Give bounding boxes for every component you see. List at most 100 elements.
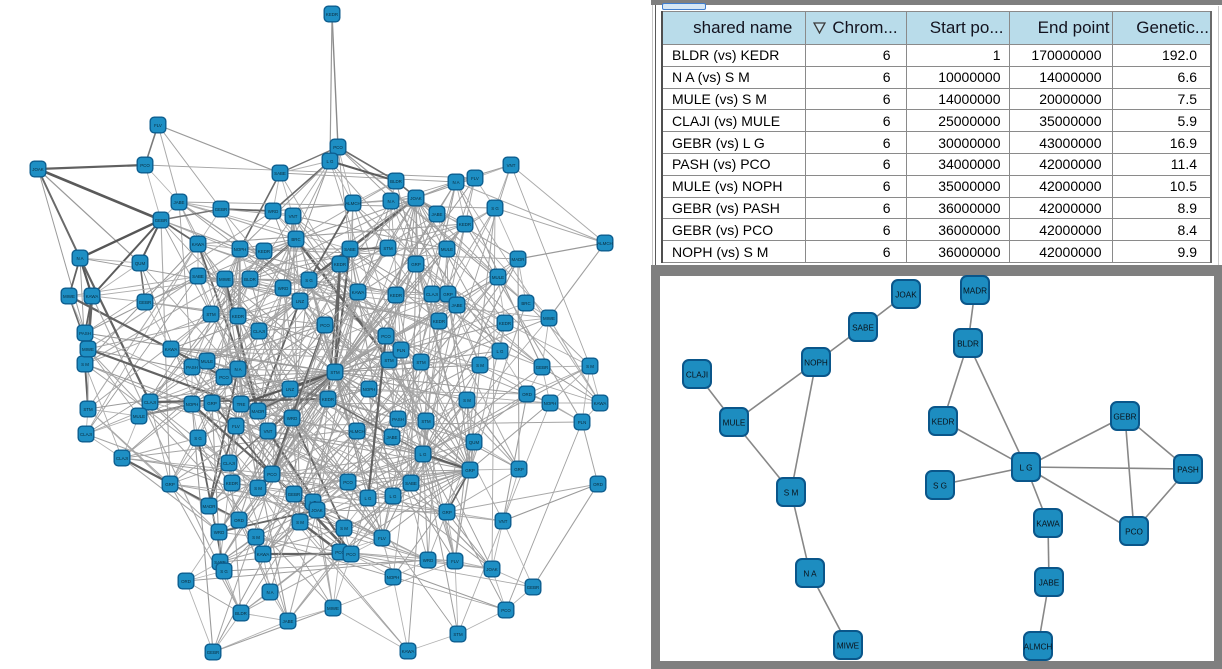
svg-text:KEDR: KEDR — [499, 321, 511, 326]
svg-text:MULE: MULE — [723, 419, 746, 428]
svg-text:STM: STM — [83, 407, 93, 412]
svg-text:ORD: ORD — [522, 392, 532, 397]
svg-text:GRP: GRP — [465, 468, 475, 473]
svg-text:VNT: VNT — [507, 163, 516, 168]
svg-text:N A: N A — [234, 367, 241, 372]
svg-text:PCO: PCO — [267, 472, 277, 477]
svg-text:JOAK: JOAK — [311, 508, 323, 513]
svg-text:STM: STM — [383, 246, 393, 251]
svg-text:GRP: GRP — [443, 292, 453, 297]
svg-text:MIWE: MIWE — [82, 347, 94, 352]
svg-text:WRD: WRD — [268, 209, 279, 214]
svg-text:JOAK: JOAK — [895, 291, 917, 300]
svg-text:PCO: PCO — [335, 550, 345, 555]
svg-text:GEBR: GEBR — [1113, 413, 1136, 422]
svg-text:KEDR: KEDR — [390, 293, 402, 298]
svg-text:PCO: PCO — [1125, 528, 1143, 537]
svg-text:STM: STM — [384, 358, 394, 363]
svg-text:ALMCH: ALMCH — [1024, 643, 1053, 652]
svg-text:BLDR: BLDR — [957, 340, 979, 349]
svg-text:ALMCH: ALMCH — [349, 429, 364, 434]
svg-text:GEBR: GEBR — [215, 207, 227, 212]
svg-text:N A: N A — [266, 590, 273, 595]
svg-text:JABE: JABE — [387, 435, 398, 440]
svg-text:STM: STM — [416, 360, 426, 365]
svg-text:NOPH: NOPH — [186, 402, 199, 407]
svg-text:L G: L G — [327, 159, 334, 164]
svg-text:S M: S M — [784, 489, 799, 498]
svg-text:BLDR: BLDR — [390, 179, 402, 184]
svg-text:PLN: PLN — [578, 420, 587, 425]
svg-text:KEDR: KEDR — [433, 319, 445, 324]
svg-text:S M: S M — [252, 535, 260, 540]
svg-text:N A: N A — [76, 256, 83, 261]
svg-text:S G: S G — [933, 482, 947, 491]
svg-text:KAWA: KAWA — [352, 290, 365, 295]
svg-text:JOAK: JOAK — [486, 567, 498, 572]
svg-text:PCO: PCO — [219, 375, 229, 380]
svg-text:GEBR: GEBR — [527, 585, 539, 590]
svg-text:JABE: JABE — [432, 212, 443, 217]
svg-text:FLV: FLV — [378, 536, 386, 541]
svg-text:CLAJI: CLAJI — [686, 371, 708, 380]
svg-text:VNT: VNT — [499, 519, 508, 524]
svg-text:VNT: VNT — [264, 429, 273, 434]
svg-text:MADR: MADR — [252, 409, 265, 414]
svg-text:KAWA: KAWA — [165, 347, 178, 352]
svg-text:N A: N A — [452, 180, 459, 185]
svg-text:S G: S G — [305, 278, 313, 283]
svg-text:S M: S M — [340, 526, 348, 531]
svg-text:CLAJI: CLAJI — [426, 292, 438, 297]
svg-text:ORD: ORD — [181, 579, 191, 584]
svg-text:VNT: VNT — [289, 214, 298, 219]
svg-text:S M: S M — [463, 398, 471, 403]
svg-text:KEDR: KEDR — [326, 12, 338, 17]
svg-text:SABE: SABE — [274, 171, 286, 176]
svg-text:MIWE: MIWE — [327, 606, 339, 611]
svg-text:PCO: PCO — [381, 334, 391, 339]
svg-text:KAWA: KAWA — [594, 401, 607, 406]
svg-text:L G: L G — [1020, 464, 1033, 473]
svg-text:SABE: SABE — [214, 560, 226, 565]
svg-text:ORD: ORD — [234, 518, 244, 523]
svg-text:PASH: PASH — [79, 331, 91, 336]
svg-text:MIWE: MIWE — [837, 642, 860, 651]
svg-text:WRD: WRD — [287, 416, 298, 421]
svg-text:QUM: QUM — [469, 440, 480, 445]
svg-text:WRD: WRD — [214, 530, 225, 535]
svg-text:MADR: MADR — [203, 504, 216, 509]
svg-text:PASH: PASH — [186, 365, 198, 370]
svg-text:QUM: QUM — [135, 261, 146, 266]
svg-text:STM: STM — [421, 419, 431, 424]
svg-text:GEBR: GEBR — [288, 492, 300, 497]
svg-text:L G: L G — [420, 452, 427, 457]
svg-text:ORD: ORD — [593, 482, 603, 487]
svg-text:WRD: WRD — [278, 286, 289, 291]
svg-text:SABE: SABE — [344, 247, 356, 252]
svg-text:MIWE: MIWE — [543, 316, 555, 321]
svg-text:LNZ: LNZ — [286, 387, 295, 392]
svg-text:NOPH: NOPH — [387, 575, 400, 580]
svg-text:ALMCH: ALMCH — [345, 201, 360, 206]
svg-text:KAWA: KAWA — [402, 649, 415, 654]
svg-text:S G: S G — [194, 436, 202, 441]
svg-text:S G: S G — [220, 569, 228, 574]
svg-text:GRP: GRP — [207, 401, 217, 406]
svg-text:FLV: FLV — [154, 123, 162, 128]
svg-text:KAWA: KAWA — [192, 242, 205, 247]
svg-text:FLV: FLV — [451, 559, 459, 564]
svg-text:N A: N A — [387, 199, 394, 204]
svg-text:FLV: FLV — [232, 424, 240, 429]
svg-text:PCO: PCO — [320, 323, 330, 328]
svg-text:GRP: GRP — [514, 467, 524, 472]
svg-text:KEDR: KEDR — [322, 397, 334, 402]
svg-text:SABE: SABE — [405, 481, 417, 486]
svg-text:S M: S M — [296, 520, 304, 525]
svg-text:PLN: PLN — [397, 348, 406, 353]
svg-text:GEBR: GEBR — [207, 650, 219, 655]
svg-text:BLDR: BLDR — [244, 277, 256, 282]
svg-text:STM: STM — [206, 312, 216, 317]
svg-text:KEDR: KEDR — [459, 222, 471, 227]
svg-text:GEBR: GEBR — [139, 300, 151, 305]
svg-text:KEDR: KEDR — [932, 418, 955, 427]
